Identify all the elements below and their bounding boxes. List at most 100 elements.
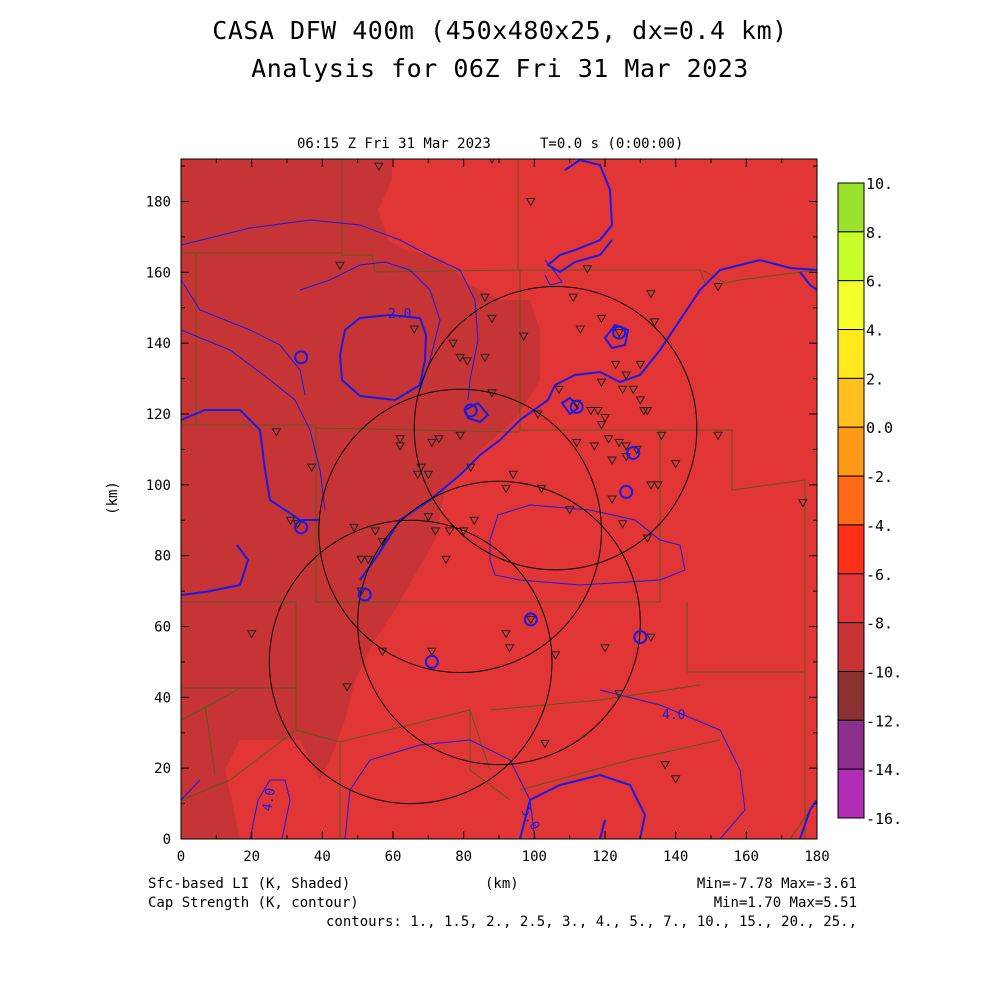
station-triangle [335,261,345,271]
station-triangle [533,410,543,420]
station-triangle [589,442,600,451]
station-triangle [455,353,465,363]
contour-ring-marker [357,587,372,602]
figure-title-line2: Analysis for 06Z Fri 31 Mar 2023 [251,54,749,83]
station-triangle [540,739,550,749]
station-triangle [444,527,455,536]
y-tick-label: 0 [163,832,171,848]
colorbar-segment [837,182,865,233]
station-triangle [427,438,437,448]
station-triangle [434,435,444,444]
colorbar-label: -14. [866,761,902,779]
station-triangle [430,527,441,536]
shaded-minmax: Min=-7.78 Max=-3.61 [696,876,857,892]
station-triangle [575,325,586,335]
x-tick-label: 60 [385,849,402,865]
station-triangle [448,339,458,349]
contour-ring-marker [626,445,641,460]
contour-ring-marker [294,520,309,535]
colorbar: 10. 8. 6. 4. 2. 0.0 -2. -4. -6. -8. -10. -12. -14. -1… [837,175,902,828]
x-tick-label: 140 [663,849,688,865]
station-triangle [487,389,497,398]
y-tick-label: 100 [146,478,171,494]
colorbar-segment [837,231,865,282]
contour-ring-marker [424,654,439,669]
station-triangle [586,406,596,416]
station-triangle [395,435,405,444]
station-triangle [603,435,614,444]
colorbar-label: -6. [866,566,893,584]
station-triangle [593,406,603,416]
station-triangle [614,690,624,699]
colorbar-segment [837,280,865,331]
station-triangle [635,360,646,370]
station-triangle [480,353,490,363]
colorbar-label: -12. [866,712,902,730]
colorbar-segment [837,719,865,770]
station-triangle [306,463,317,473]
radar-range-rings [268,286,698,805]
station-triangle [525,198,536,207]
contour-label: 2.0 [388,307,411,322]
station-triangle [356,555,367,565]
station-triangle [441,555,451,565]
station-triangle [469,516,480,526]
station-triangle [617,520,628,529]
station-triangle [377,538,388,547]
station-triangle [642,534,653,543]
station-triangle [798,499,808,508]
station-triangle [614,329,624,338]
radar-ring [318,388,602,674]
contour-ring-marker [633,630,648,645]
station-triangle [480,293,490,303]
contour-field-label: Cap Strength (K, contour) [148,895,359,911]
colorbar-segment [837,377,865,428]
colorbar-segment [837,426,865,477]
y-tick-label: 20 [154,761,171,777]
station-triangle [508,470,518,480]
station-triangle [596,378,607,388]
colorbar-segment [837,329,865,379]
radar-ring [268,519,553,805]
station-triangle [713,283,723,292]
station-triangle [600,644,610,653]
colorbar-label: -8. [866,615,893,633]
station-triangle [246,630,257,639]
y-tick-label: 40 [154,690,171,706]
station-triangle [374,162,384,172]
station-triangle [412,470,423,480]
station-triangle [617,385,628,395]
station-triangle [377,647,388,657]
colorbar-segment [837,524,865,575]
station-triangle [342,683,352,692]
colorbar-segment [837,768,865,819]
y-tick-label: 180 [146,195,171,211]
station-triangle [621,442,632,451]
colorbar-label: -10. [866,663,902,681]
station-triangle [487,314,497,324]
contour-ring-marker [523,612,538,627]
contour-label: 4.0 [260,787,279,813]
station-triangle [465,463,476,473]
shaded-field-label: Sfc-based LI (K, Shaded) [148,876,351,892]
station-triangle [363,555,374,565]
station-triangle [455,431,465,441]
station-triangle [271,428,282,437]
contour-ring-marker [294,350,309,365]
y-tick-label: 120 [146,407,171,423]
colorbar-label: 0.0 [866,419,893,437]
colorbar-segment [837,670,865,721]
station-triangle [550,651,561,660]
station-triangle [628,385,639,395]
x-tick-label: 80 [455,849,472,865]
station-triangle [653,481,663,490]
colorbar-label: 6. [866,273,884,291]
station-triangle [610,360,621,370]
station-triangle [423,470,434,480]
contour-minmax: Min=1.70 Max=5.51 [713,895,857,911]
station-triangle [607,456,617,466]
station-triangle [670,775,681,784]
colorbar-label: -16. [866,810,902,828]
colorbar-label: -2. [866,468,893,486]
station-triangle [554,385,564,395]
